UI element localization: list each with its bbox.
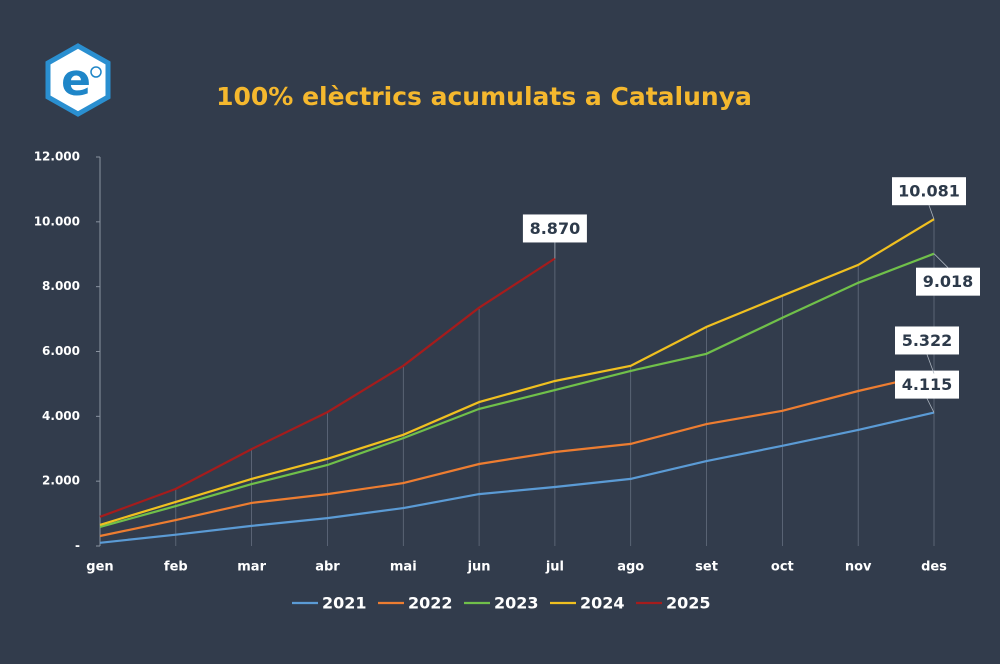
x-tick-label: set [695,560,718,575]
y-tick-label: 10.000 [34,214,80,228]
series-line [99,372,935,538]
y-tick-label: 8.000 [42,279,80,293]
data-label: 4.115 [902,375,953,394]
logo: e [45,43,111,117]
x-tick-label: jul [545,560,564,575]
data-label: 8.870 [530,219,581,238]
data-label-box [522,214,587,243]
x-tick-label: mar [237,560,266,575]
leader-line [926,398,935,413]
data-label-box [916,267,980,296]
series-line [99,252,935,528]
x-tick-label: gen [86,560,113,575]
x-tick-label: oct [771,560,794,575]
x-tick-label: ago [617,560,644,575]
y-tick-label: 12.000 [34,150,80,164]
y-tick-label: 6.000 [42,344,80,358]
x-tick-label: des [921,560,947,575]
series-line [99,257,556,518]
data-label-box [895,326,959,355]
data-label: 5.322 [902,331,953,350]
leader-line [933,253,949,268]
leader-line [928,205,935,220]
legend-label: 2024 [580,594,625,613]
x-tick-label: abr [315,560,340,575]
data-label: 10.081 [898,182,960,201]
x-tick-label: nov [845,560,872,575]
legend-label: 2021 [322,594,367,613]
series-line [99,218,935,526]
svg-text:e: e [61,55,91,106]
legend-label: 2025 [666,594,711,613]
x-tick-label: feb [164,560,188,575]
series-line [99,411,935,544]
data-label-box [895,370,959,399]
leader-line [926,354,935,374]
y-tick-label: 2.000 [42,474,80,488]
chart-title: 100% elèctrics acumulats a Catalunya [216,82,752,111]
legend-label: 2022 [408,594,453,613]
y-tick-label: 4.000 [42,409,80,423]
y-tick-label: - [75,539,80,553]
data-label-box [892,177,966,206]
x-tick-label: jun [467,560,491,575]
x-tick-label: mai [390,560,417,575]
data-label: 9.018 [923,272,974,291]
legend-label: 2023 [494,594,539,613]
